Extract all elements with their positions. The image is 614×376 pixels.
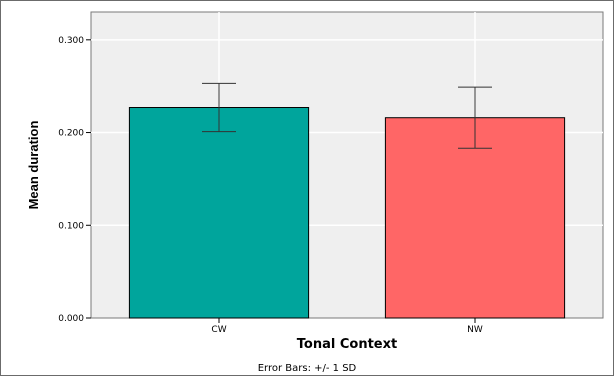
x-tick-label: CW (211, 325, 226, 335)
x-axis-label: Tonal Context (297, 337, 397, 352)
y-tick-label: 0.300 (58, 36, 84, 46)
error-bars-footnote: Error Bars: +/- 1 SD (258, 363, 357, 374)
x-tick-label: NW (467, 325, 483, 335)
y-tick-label: 0.000 (58, 314, 84, 324)
bars (128, 107, 566, 319)
x-axis: CW NW (211, 318, 483, 335)
y-tick-label: 0.100 (58, 221, 84, 231)
error-bars (202, 82, 492, 149)
bar-cw (128, 107, 310, 319)
y-tick-label: 0.200 (58, 129, 84, 139)
y-axis: 0.000 0.100 0.200 0.300 (58, 36, 91, 324)
y-axis-label: Mean duration (26, 121, 41, 210)
